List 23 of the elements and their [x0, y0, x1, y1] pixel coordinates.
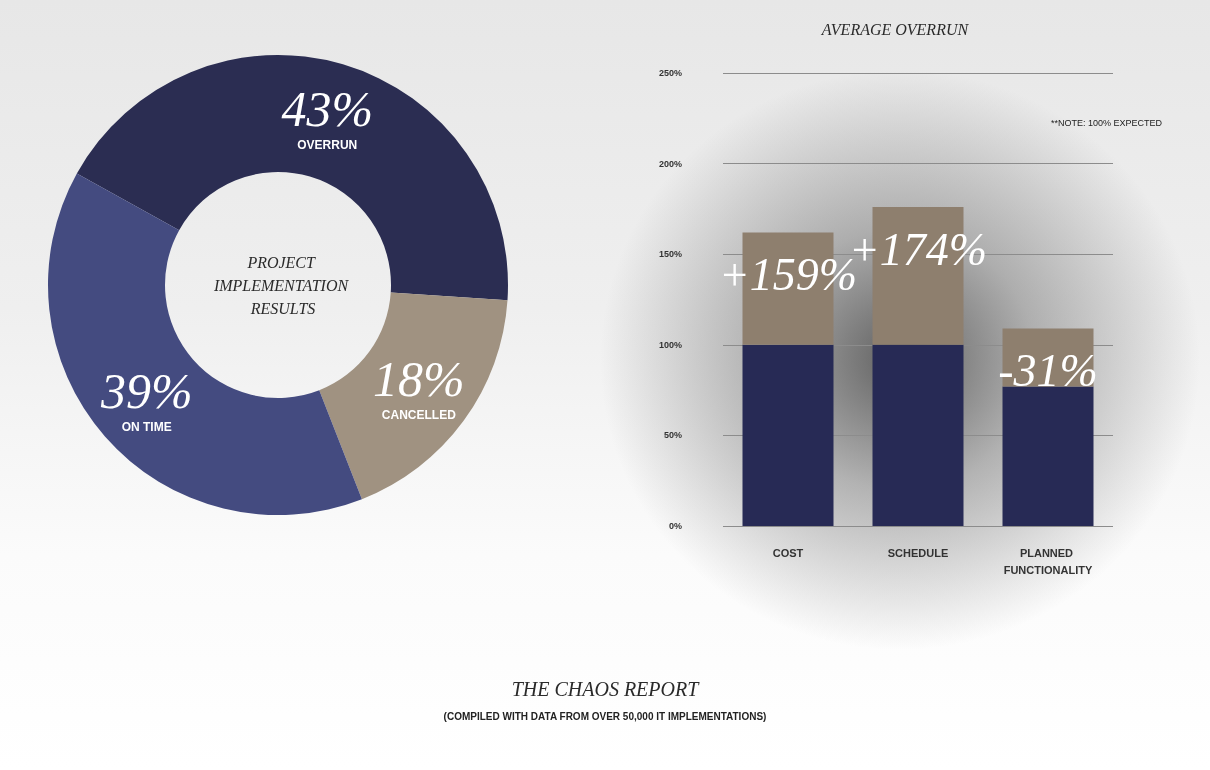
y-tick-label: 0%: [668, 521, 682, 531]
data-label: 43%: [281, 80, 374, 137]
data-label: 39%: [99, 362, 193, 419]
text: PROJECT IMPLEMENTATION RESULTS: [212, 254, 353, 317]
data-label: 18%: [372, 351, 465, 408]
slice-label: ON TIME: [121, 419, 172, 434]
text: THE CHAOS REPORT: [511, 678, 701, 700]
bar: [1002, 386, 1094, 526]
text: (COMPILED WITH DATA FROM OVER 50,000 IT IMPLEMENTATIONS): [443, 710, 767, 722]
slice-label: CANCELLED: [381, 408, 457, 423]
y-tick-label: 150%: [658, 249, 682, 260]
chart-title: AVERAGE OVERRUN: [820, 20, 970, 38]
slice-label: OVERRUN: [297, 137, 358, 152]
bar: [872, 344, 964, 526]
x-tick-label: PLANNED FUNCTIONALITY: [1003, 546, 1093, 576]
y-tick-label: 50%: [663, 430, 682, 441]
x-tick-label: COST: [772, 546, 804, 559]
y-tick-label: 250%: [658, 68, 682, 78]
annotation: **NOTE: 100% EXPECTED: [1050, 117, 1163, 128]
y-tick-label: 100%: [658, 339, 682, 350]
x-tick-label: SCHEDULE: [887, 546, 949, 559]
y-tick-label: 200%: [658, 158, 682, 169]
bar: [742, 344, 834, 526]
